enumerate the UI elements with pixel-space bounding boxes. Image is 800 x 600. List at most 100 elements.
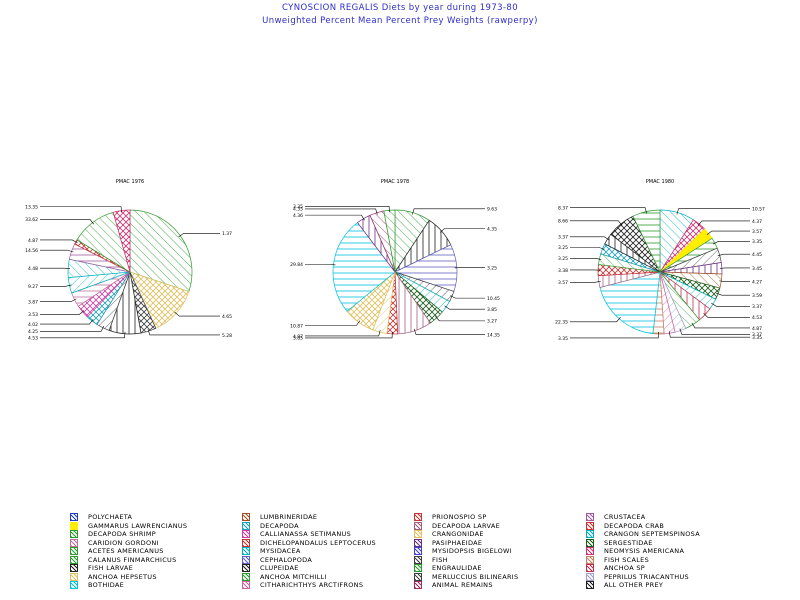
legend-label: CLUPEIDAE [260,564,299,572]
slice-value-label: 3.27 [487,319,497,325]
leader-line [178,233,220,238]
slice-value-label: 4.87 [293,334,303,340]
pie-chart-3: PMAC 1980 10.57 4.37 3.57 3.35 4.45 3.45 4.27 3.… [555,179,765,342]
legend-label: ACETES AMERICANUS [88,547,164,555]
slice-value-label: 5.28 [222,333,232,339]
legend-label: DECAPODA LARVAE [432,521,500,530]
legend-label: NEOMYSIS AMERICANA [604,547,685,555]
pie-chart-1: PMAC 1976 1.37 4.65 5.28 4.534.254.02 3.53 3.8… [25,179,232,342]
slice-value-label: 1.37 [222,231,232,237]
slice-value-label: 29.84 [290,262,303,268]
legend-swatch [586,547,594,555]
leader-line [711,302,750,307]
leader-line [305,331,393,339]
legend-label: CALANUS FINMARCHICUS [88,555,177,564]
slice-value-label: 10.57 [752,206,765,212]
leader-line [444,305,485,310]
legend-label: DECAPODA [260,521,299,530]
slice-value-label: 14.35 [487,332,500,338]
slice-value-label: 9.27 [28,284,38,290]
slice-value-label: 3.35 [752,335,762,341]
legend-label: SERGESTIDAE [604,538,653,547]
legend-swatch [414,530,422,538]
slice-value-label: 3.25 [558,245,568,251]
slice-value-label: 3.53 [28,312,38,318]
leader-line [691,322,750,329]
slice-value-label: 3.59 [752,293,762,299]
leader-line [305,263,336,266]
legend-label: MERLUCCIUS BILINEARIS [432,572,519,581]
legend-swatch [586,521,594,530]
legend-label: FISH LARVAE [88,564,133,572]
slice-value-label: 3.35 [293,204,303,210]
slice-value-label: 4.35 [293,207,303,213]
slice-value-label: 4.02 [28,322,38,328]
legend-swatch [414,581,422,589]
legend-label: ANIMAL REMAINS [432,581,493,589]
slice-value-label: 33.62 [25,217,38,223]
legend-swatch [414,538,422,547]
leader-line [570,257,602,260]
legend-swatch [414,555,422,564]
chart-subtitle: Unweighted Percent Mean Percent Prey Wei… [262,16,538,26]
leader-line [570,220,623,226]
legend-swatch [586,538,594,547]
leader-line [412,208,485,215]
slice-value-label: 3.45 [752,266,762,272]
slice-value-label: 8.66 [558,219,568,225]
slice-value-label: 3.85 [293,336,303,342]
leader-line [305,214,365,221]
slice-value-label: 10.87 [290,323,303,329]
legend-label: DECAPODA CRAB [604,521,665,530]
slice-value-label: 3.25 [487,265,497,271]
legend-label: CITHARICHTHYS ARCTIFRONS [260,581,364,589]
slice-value-label: 3.38 [558,268,568,274]
legend-swatch [242,521,250,530]
slice-value-label: 8.37 [558,205,568,211]
legend-label: DICHELOPANDALUS LEPTOCERUS [260,538,376,547]
leader-line [305,205,390,213]
legend-label: BOTHIDAE [88,581,125,589]
slice-value-label: 13.35 [25,204,38,210]
leader-line [40,249,74,253]
slice-value-label: 4.65 [222,314,232,320]
leader-line [449,295,485,299]
legend-label: LUMBRINERIDAE [260,513,318,521]
leader-line [305,330,381,337]
leader-line [570,281,601,283]
leader-line [716,292,750,296]
leader-line [570,317,621,323]
legend-swatch [586,555,594,564]
legend-swatch [414,521,422,530]
slice-value-label: 4.35 [487,226,497,232]
leader-line [40,219,94,225]
leader-line [570,207,647,214]
slice-value-label: 3.35 [752,239,762,245]
legend-swatch [242,555,250,564]
slice-value-label: 9.63 [487,207,497,213]
leader-line [570,331,659,339]
legend-swatch [70,581,78,589]
legend-label: ANCHOA SP [604,564,645,572]
slice-value-label: 3.37 [752,304,762,310]
slice-value-label: 3.57 [752,229,762,235]
leader-line [719,280,750,282]
legend-label: FISH SCALES [604,555,650,564]
legend-swatch [70,555,78,564]
leader-line [570,246,605,250]
legend-label: PEPRILUS TRIACANTHUS [604,572,689,581]
leader-line [40,298,77,302]
pie-title: PMAC 1978 [381,179,409,185]
slice-value-label: 3.87 [28,299,38,305]
legend-swatch [414,513,422,521]
slice-value-label: 3.35 [558,336,568,342]
leader-line [669,331,750,338]
slice-value-label: 4.27 [752,279,762,285]
legend-label: ANCHOA HEPSETUS [88,572,157,581]
slice-value-label: 3.37 [558,235,568,241]
legend-swatch [70,547,78,555]
legend-swatch [70,572,78,581]
pie-chart-2: PMAC 1978 9.63 4.35 3.25 10.45 3.85 3.27 14.35 3… [290,179,500,342]
legend-swatch [414,547,422,555]
legend-swatch [242,538,250,547]
